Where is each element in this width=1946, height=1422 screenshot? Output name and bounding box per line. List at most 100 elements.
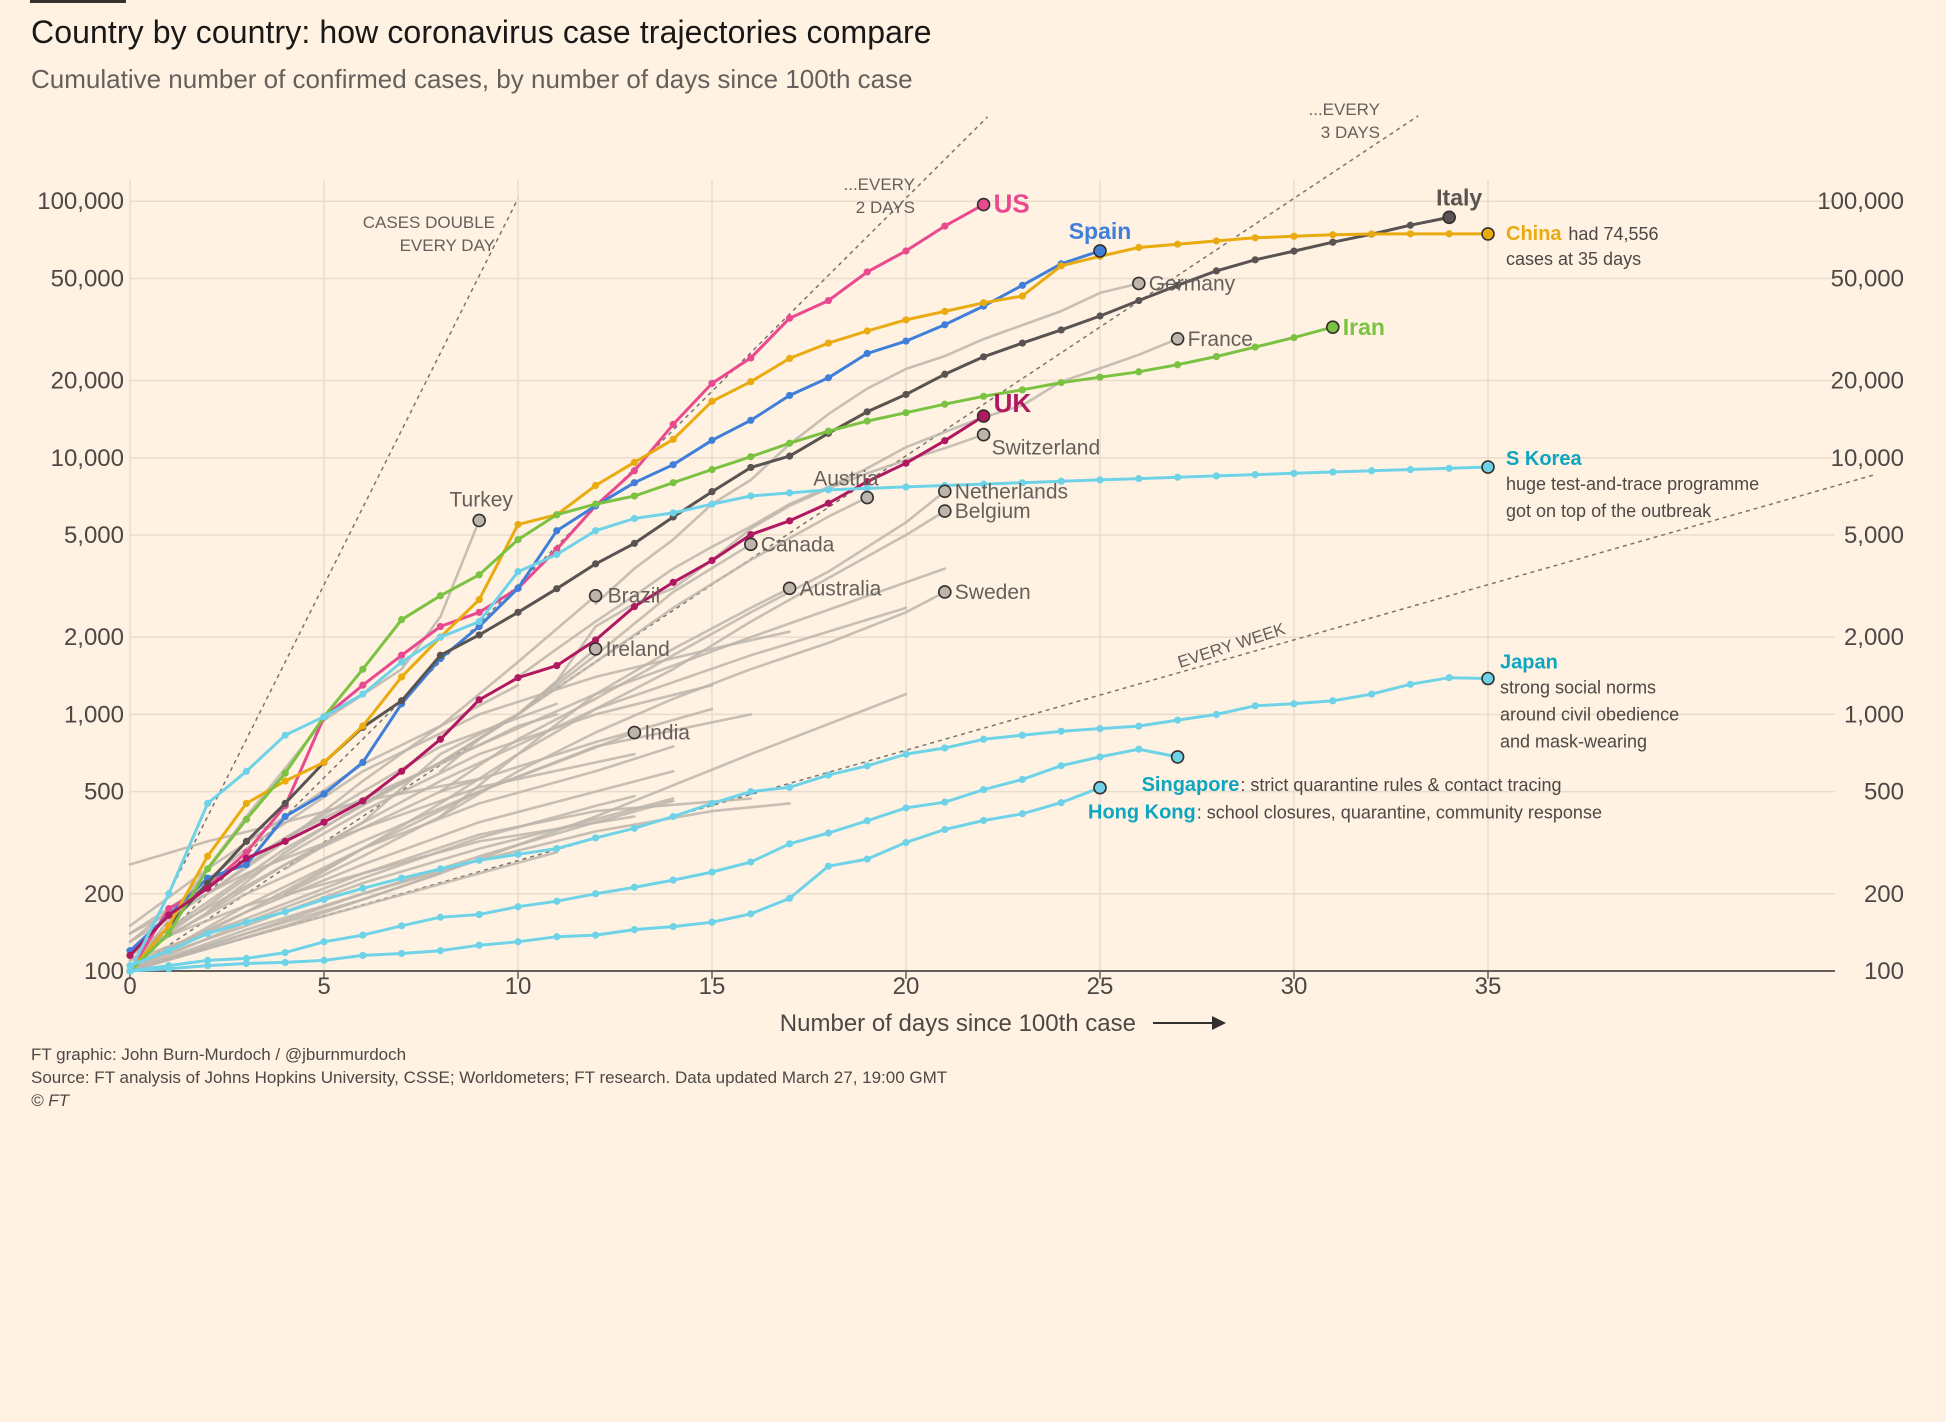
- data-point-japan: [1329, 697, 1337, 705]
- data-point-china: [863, 327, 871, 335]
- data-point-japan: [1135, 722, 1143, 730]
- y-tick-label-left: 100,000: [37, 188, 124, 215]
- data-point-italy: [1212, 267, 1220, 275]
- data-point-iran: [824, 427, 833, 435]
- data-point-iran: [630, 492, 639, 500]
- country-label-ireland: Ireland: [606, 638, 670, 661]
- data-point-uk: [398, 767, 406, 775]
- data-point-s-korea: [1057, 477, 1065, 485]
- data-point-singapore: [863, 817, 871, 825]
- data-point-china: [1135, 243, 1143, 252]
- y-tick-label-left: 10,000: [51, 445, 124, 472]
- data-point-iran: [1057, 378, 1065, 387]
- annotation-china: cases at 35 days: [1506, 249, 1641, 269]
- data-point-iran: [514, 535, 522, 544]
- series-line-iran: [128, 325, 1335, 973]
- data-point-italy: [980, 353, 988, 361]
- data-point-iran: [165, 929, 173, 938]
- y-tick-label-right: 50,000: [1831, 265, 1904, 292]
- data-point-japan: [630, 824, 639, 832]
- data-point-s-korea: [980, 480, 988, 488]
- data-point-italy: [204, 879, 212, 887]
- data-point-spain: [359, 758, 367, 767]
- data-point-spain: [320, 790, 328, 798]
- data-point-spain: [747, 416, 755, 424]
- series-line-hong-kong: [128, 786, 1102, 973]
- data-point-japan: [281, 908, 289, 916]
- data-point-china: [1057, 262, 1065, 270]
- data-point-japan: [514, 850, 522, 858]
- data-point-singapore: [204, 956, 212, 964]
- y-tick-label-right: 100,000: [1817, 188, 1904, 215]
- end-marker-italy: [1442, 210, 1456, 225]
- data-point-us: [786, 314, 794, 322]
- doubling-guide-line: [129, 473, 1877, 972]
- country-label-sweden: Sweden: [955, 581, 1031, 604]
- data-point-china: [592, 481, 600, 490]
- data-point-hong-kong: [320, 956, 328, 964]
- data-point-s-korea: [669, 509, 677, 517]
- end-marker-uk: [976, 409, 991, 423]
- data-point-s-korea: [747, 492, 755, 500]
- end-marker-netherlands: [937, 484, 952, 499]
- data-point-japan: [669, 812, 677, 821]
- y-tick-label-right: 200: [1864, 881, 1904, 908]
- series-line-other: [128, 770, 675, 967]
- data-point-hong-kong: [980, 816, 988, 825]
- page-title: Country by country: how coronavirus case…: [31, 14, 932, 50]
- data-point-china: [902, 316, 910, 324]
- data-point-singapore: [436, 913, 444, 921]
- series-line-other: [128, 630, 791, 944]
- doubling-guide-label: 3 DAYS: [1321, 123, 1380, 142]
- x-tick-label: 15: [699, 973, 726, 1000]
- data-point-singapore: [669, 876, 677, 884]
- end-marker-iran: [1326, 320, 1340, 334]
- data-point-china: [514, 520, 522, 529]
- end-marker-belgium: [937, 504, 952, 518]
- series-line-singapore: [128, 747, 1180, 973]
- data-point-s-korea: [1135, 474, 1143, 483]
- end-marker-india: [627, 725, 642, 740]
- data-point-italy: [1251, 256, 1259, 264]
- country-label-iran: Iran: [1343, 314, 1385, 340]
- data-point-iran: [863, 417, 871, 425]
- data-point-hong-kong: [902, 838, 910, 847]
- data-point-uk: [863, 477, 871, 486]
- annotation-china: had 74,556: [1568, 224, 1658, 244]
- data-point-s-korea: [863, 484, 871, 492]
- data-point-s-korea: [514, 568, 522, 576]
- y-tick-label-left: 5,000: [64, 522, 124, 549]
- data-point-italy: [1135, 296, 1143, 305]
- data-point-singapore: [1018, 775, 1026, 784]
- annotation-japan: around civil obedience: [1500, 705, 1679, 725]
- annotation-singapore: : strict quarantine rules & contact trac…: [1240, 775, 1561, 795]
- y-tick-label-left: 20,000: [51, 368, 124, 395]
- data-point-singapore: [359, 931, 367, 939]
- data-point-china: [1212, 237, 1220, 245]
- series-line-spain: [128, 249, 1102, 953]
- data-point-hong-kong: [553, 933, 561, 941]
- end-marker-australia: [782, 581, 797, 596]
- y-tick-label-left: 200: [84, 881, 124, 908]
- series-line-sweden: [283, 590, 947, 896]
- data-point-s-korea: [165, 890, 173, 898]
- data-point-italy: [475, 631, 483, 639]
- footer-credit: FT graphic: John Burn-Murdoch / @jburnmu…: [31, 1045, 407, 1064]
- data-point-italy: [941, 370, 949, 378]
- series-line-france: [516, 337, 1179, 679]
- data-point-japan: [786, 783, 794, 791]
- data-point-italy: [786, 452, 794, 460]
- data-point-singapore: [398, 922, 406, 930]
- data-point-italy: [1096, 312, 1104, 320]
- y-tick-label-right: 100: [1864, 958, 1904, 985]
- data-point-spain: [514, 584, 522, 592]
- doubling-guide-line: [129, 198, 519, 972]
- footer-source: Source: FT analysis of Johns Hopkins Uni…: [31, 1068, 948, 1087]
- data-point-hong-kong: [514, 938, 522, 946]
- data-point-spain: [786, 391, 794, 400]
- data-point-hong-kong: [281, 958, 289, 967]
- data-point-china: [242, 799, 250, 807]
- data-point-japan: [747, 788, 755, 796]
- top-rule: [30, 0, 126, 3]
- country-label-singapore: Singapore: [1142, 774, 1240, 796]
